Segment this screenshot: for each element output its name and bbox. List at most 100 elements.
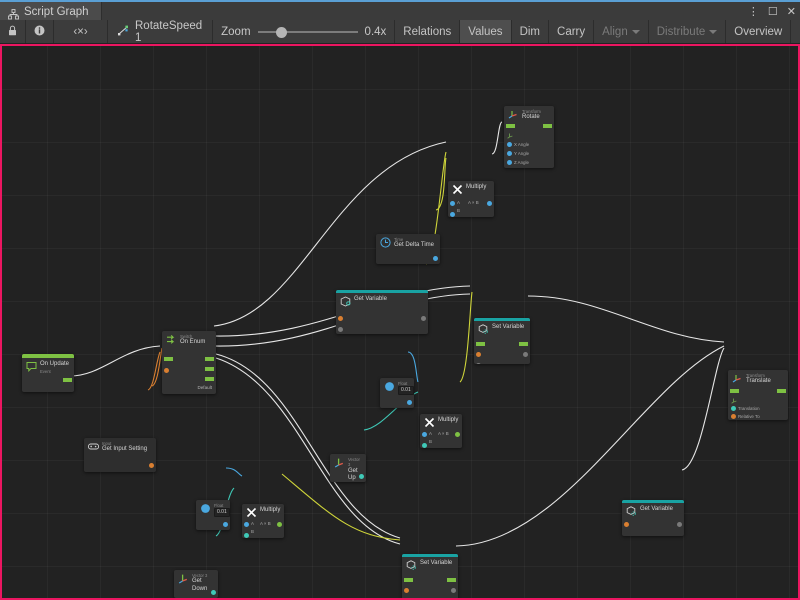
node-output-pins[interactable] xyxy=(421,316,426,321)
flow-output-pin-1[interactable] xyxy=(205,357,214,361)
get-variable-node-1[interactable]: Get Variable xyxy=(336,290,428,334)
name-input-pin[interactable] xyxy=(404,588,409,593)
node-output-pins[interactable] xyxy=(677,522,682,527)
float-node-2[interactable]: Float 0.01 xyxy=(196,500,230,530)
node-output-pins[interactable] xyxy=(359,474,364,479)
flow-input-pin[interactable] xyxy=(730,389,739,393)
flow-output-pin[interactable] xyxy=(543,124,552,128)
vector-output-pin[interactable] xyxy=(359,474,364,479)
vector3-get-down-node[interactable]: Vector 3 Get Down xyxy=(174,570,218,598)
node-input-pins[interactable] xyxy=(730,389,739,393)
node-input-pins[interactable] xyxy=(244,522,249,538)
set-variable-node-2[interactable]: Set Variable xyxy=(402,554,458,598)
toolbar-button-align[interactable]: Align xyxy=(594,20,649,43)
get-input-setting-node[interactable]: Input Get Input Setting xyxy=(84,438,156,472)
toolbar-button-relations[interactable]: Relations xyxy=(395,20,461,43)
flow-input-pin[interactable] xyxy=(476,342,485,346)
value-output-pin[interactable] xyxy=(677,522,682,527)
flow-output-pin[interactable] xyxy=(63,378,72,382)
input-pin-b[interactable] xyxy=(450,212,455,217)
multiply-node-3[interactable]: Multiply A B A × B xyxy=(242,504,284,538)
result-output-pin[interactable] xyxy=(277,522,282,527)
node-input-pins[interactable] xyxy=(506,124,515,128)
z-angle-pin[interactable] xyxy=(507,160,512,166)
input-pin-a[interactable] xyxy=(450,201,455,206)
on-update-node[interactable]: On Update Event xyxy=(22,354,74,392)
float-value-field[interactable]: 0.01 xyxy=(398,386,414,395)
lock-toggle[interactable] xyxy=(0,20,26,43)
input-row-x-angle[interactable]: X Angle xyxy=(507,142,529,148)
input-pin-a[interactable] xyxy=(244,522,249,527)
flow-input-pin[interactable] xyxy=(404,578,413,582)
multiply-node-2[interactable]: Multiply A B A × B xyxy=(420,414,462,448)
input-row-relative-to[interactable]: Relative To xyxy=(731,414,760,420)
flow-output-pin[interactable] xyxy=(777,389,786,393)
node-output-pins[interactable] xyxy=(223,522,228,527)
input-pin-a[interactable] xyxy=(422,432,427,437)
node-output-pins[interactable] xyxy=(487,201,492,206)
toolbar-button-fullscreen[interactable]: Full Scre xyxy=(791,20,800,43)
y-angle-pin[interactable] xyxy=(507,151,512,157)
vector-output-pin[interactable] xyxy=(211,590,216,595)
enum-input-pin[interactable] xyxy=(164,368,169,373)
info-button[interactable] xyxy=(26,20,54,43)
toolbar-button-values[interactable]: Values xyxy=(460,20,512,43)
flow-output-pin-2[interactable] xyxy=(205,367,214,371)
transform-translate-node[interactable]: Transform Translate Translation xyxy=(728,370,788,420)
node-output-pins[interactable] xyxy=(149,463,154,468)
graph-name-field[interactable]: RotateSpeed 1 xyxy=(108,20,214,44)
input-pin-b[interactable] xyxy=(422,443,427,448)
flow-output-pin-3[interactable] xyxy=(205,377,214,381)
toolbar-button-carry[interactable]: Carry xyxy=(549,20,595,43)
value-output-pin[interactable] xyxy=(523,352,528,357)
name-input-pin[interactable] xyxy=(338,316,343,321)
node-input-pins[interactable] xyxy=(164,357,173,373)
node-output-pins[interactable] xyxy=(777,389,786,393)
node-input-pins[interactable] xyxy=(404,578,413,598)
code-view-button[interactable]: ‹×› xyxy=(54,20,108,43)
node-input-pins[interactable] xyxy=(422,432,427,448)
flow-output-pin[interactable] xyxy=(519,342,528,346)
node-output-pins[interactable] xyxy=(447,578,456,593)
float-output-pin[interactable] xyxy=(433,256,438,261)
input-pin-b[interactable] xyxy=(244,533,249,538)
name-input-pin[interactable] xyxy=(624,522,629,527)
node-output-pins[interactable] xyxy=(455,432,460,437)
flow-input-pin[interactable] xyxy=(506,124,515,128)
zoom-slider-knob[interactable] xyxy=(275,26,287,38)
flow-output-pin[interactable] xyxy=(447,578,456,582)
result-output-pin[interactable] xyxy=(487,201,492,206)
toolbar-button-distribute[interactable]: Distribute xyxy=(648,20,727,43)
flow-input-pin[interactable] xyxy=(164,357,173,361)
relative-to-pin[interactable] xyxy=(731,414,736,420)
switch-on-enum-node[interactable]: Switch On Enum Default xyxy=(162,331,216,394)
set-variable-node-1[interactable]: Set Variable xyxy=(474,318,530,364)
node-output-pins[interactable] xyxy=(433,256,438,261)
float-output-pin[interactable] xyxy=(407,400,412,405)
result-output-pin[interactable] xyxy=(455,432,460,437)
node-output-pins[interactable] xyxy=(205,357,214,381)
node-output-pins[interactable] xyxy=(407,400,412,405)
node-output-pins[interactable] xyxy=(211,590,216,595)
node-input-pins[interactable] xyxy=(476,342,485,364)
toolbar-button-dim[interactable]: Dim xyxy=(511,20,550,43)
node-input-pins[interactable] xyxy=(338,316,343,332)
node-input-pins[interactable] xyxy=(450,201,455,217)
object-input-pin[interactable] xyxy=(338,327,343,332)
zoom-control[interactable]: Zoom 0.4x xyxy=(213,20,396,43)
value-input-pin[interactable] xyxy=(476,363,481,364)
x-angle-pin[interactable] xyxy=(507,142,512,148)
value-output-pin[interactable] xyxy=(149,463,154,468)
tab-script-graph[interactable]: Script Graph xyxy=(0,2,102,22)
float-output-pin[interactable] xyxy=(223,522,228,527)
input-row-translation[interactable]: Translation xyxy=(731,406,760,412)
vector3-get-up-node[interactable]: Vector 3 Get Up xyxy=(330,454,366,482)
float-node-1[interactable]: Float 0.01 xyxy=(380,378,414,408)
close-icon[interactable]: ✕ xyxy=(786,5,796,18)
kebab-menu-icon[interactable]: ⋮ xyxy=(747,5,759,18)
input-row-y-angle[interactable]: Y Angle xyxy=(507,151,529,157)
node-output-pins[interactable] xyxy=(543,124,552,128)
value-output-pin[interactable] xyxy=(421,316,426,321)
toolbar-button-overview[interactable]: Overview xyxy=(726,20,792,43)
maximize-icon[interactable]: ☐ xyxy=(767,5,778,18)
